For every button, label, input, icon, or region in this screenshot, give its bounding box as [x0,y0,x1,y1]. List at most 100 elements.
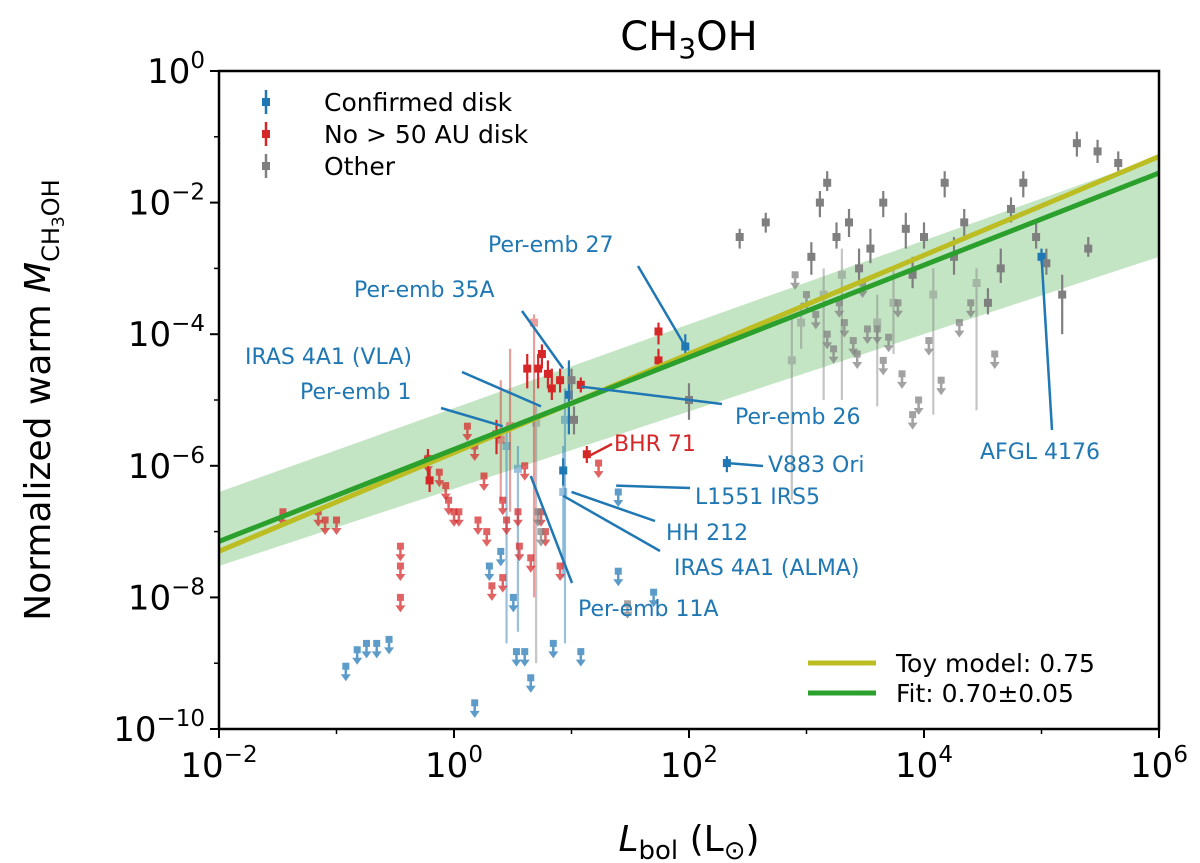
detection-other-1 [569,406,578,435]
detection-other-24 [940,171,949,198]
detection-other-31 [1019,171,1028,198]
upper-limit-disk-12 [548,639,559,659]
detection-other-22 [920,222,928,249]
y-tick-label-2: 10−6 [128,443,205,487]
upper-limit-disk-13 [575,648,586,667]
detection-other-18 [879,191,888,218]
annotation-label-4: Per-emb 26 [735,405,861,430]
upper-limit-nodisk-18 [486,582,497,601]
upper-limit-nodisk-6 [395,593,406,613]
ticks-layer: 10−2 100 102 104 106 10−10 10−8 10−6 10−4 10−2 100 [113,48,1188,786]
detection-nodisk-5 [523,354,532,389]
detection-nodisk-11 [556,368,565,393]
detection-other-35 [1072,131,1081,157]
annotation-label-7: L1551 IRS5 [695,485,820,510]
upper-limit-nodisk-28 [555,562,566,582]
upper-limit-other-23 [954,319,965,338]
upper-limit-other-0 [533,508,544,527]
detection-other-0 [532,406,541,664]
fit-confidence-band [219,156,1159,567]
legend-item-nodisk: No > 50 AU disk [262,120,529,149]
upper-limit-other-22 [936,376,947,396]
upper-limit-nodisk-12 [453,508,464,527]
detection-other-13 [837,248,846,400]
ylabel-sub-oh: OH [37,179,65,216]
upper-limit-nodisk-29 [593,459,604,479]
x-axis-label: Lbol (L⊙) [618,819,759,863]
detection-other-36 [1084,237,1093,257]
upper-limit-disk-14 [613,488,624,507]
upper-limit-disk-6 [484,562,495,582]
detection-other-5 [761,212,770,233]
y-tick-label-1: 10−8 [128,574,205,618]
line-legend-item-fit: Fit: 0.70±0.05 [808,679,1074,708]
ylabel-sub: CH [37,227,65,262]
ylabel-text: Normalized warm [18,293,59,621]
annotation-9: IRAS 4A1 (ALMA) [562,494,859,581]
upper-limit-disk-7 [495,547,506,567]
detection-nodisk-3 [496,380,505,501]
annotation-4: Per-emb 26 [580,385,861,430]
upper-limit-nodisk-2 [320,516,331,536]
annotation-label-10: Per-emb 11A [578,597,719,622]
confidence-band-layer [219,156,1159,567]
detection-other-4 [735,228,744,249]
annotation-7: L1551 IRS5 [616,484,820,510]
title-oh: OH [696,14,758,60]
upper-limit-other-25 [989,350,1000,370]
upper-limit-other-14 [872,325,883,344]
detection-other-37 [1093,139,1102,163]
annotation-3: Per-emb 1 [300,380,504,428]
upper-limit-other-1 [535,528,546,547]
upper-limit-other-21 [923,337,934,356]
upper-limit-other-11 [852,350,863,370]
upper-limit-other-7 [828,345,839,364]
detection-nodisk-12 [576,377,585,393]
detection-other-33 [1042,248,1051,275]
annotation-label-1: Per-emb 35A [354,278,495,303]
fit-lines-layer [218,154,1160,554]
line-legend-label-toy: Toy model: 0.75 [895,649,1095,678]
detection-other-15 [855,248,864,283]
y-tick-label-5: 100 [147,48,205,92]
upper-limit-other-3 [790,271,801,290]
legend-label-nodisk: No > 50 AU disk [324,120,529,149]
detection-nodisk-6 [530,314,539,598]
upper-limit-nodisk-22 [512,508,523,527]
upper-limit-other-16 [883,333,894,353]
detection-other-17 [873,294,882,407]
x-tick-label-1: 100 [425,742,483,786]
upper-limit-nodisk-20 [497,574,508,593]
annotations-layer: Per-emb 27 Per-emb 35A IRAS 4A1 (VLA) Per-e… [245,233,1100,622]
upper-limit-other-20 [913,396,924,415]
upper-limit-nodisk-17 [481,528,492,547]
line-legend-item-toy: Toy model: 0.75 [808,649,1095,678]
detection-other-26 [960,208,969,238]
upper-limit-nodisk-3 [331,516,342,536]
legend-label-other: Other [324,152,396,181]
upper-limit-disk-11 [525,674,536,693]
detection-other-32 [1032,222,1041,249]
detection-other-23 [929,268,938,415]
annotation-6: V883 Ori [727,453,865,478]
upper-limit-other-19 [907,411,918,430]
annotation-5: BHR 71 [588,432,696,458]
line-toy [218,154,1160,554]
upper-limit-other-10 [848,337,859,356]
detection-other-27 [972,268,981,411]
upper-limit-disk-10 [519,648,530,667]
upper-limit-other-18 [897,370,908,389]
upper-limit-other-13 [862,325,873,344]
upper-limit-disk-16 [648,588,659,608]
legend: Confirmed disk No > 50 AU disk Other [262,88,529,181]
ylabel-sub3: 3 [49,216,69,227]
detection-disk-5 [722,456,731,473]
upper-limit-nodisk-13 [462,422,473,442]
annotation-8: HH 212 [571,490,748,546]
detection-disk-6 [513,445,522,632]
line-legend-label-fit: Fit: 0.70±0.05 [896,679,1074,708]
xlabel-sub: bol [639,836,679,863]
